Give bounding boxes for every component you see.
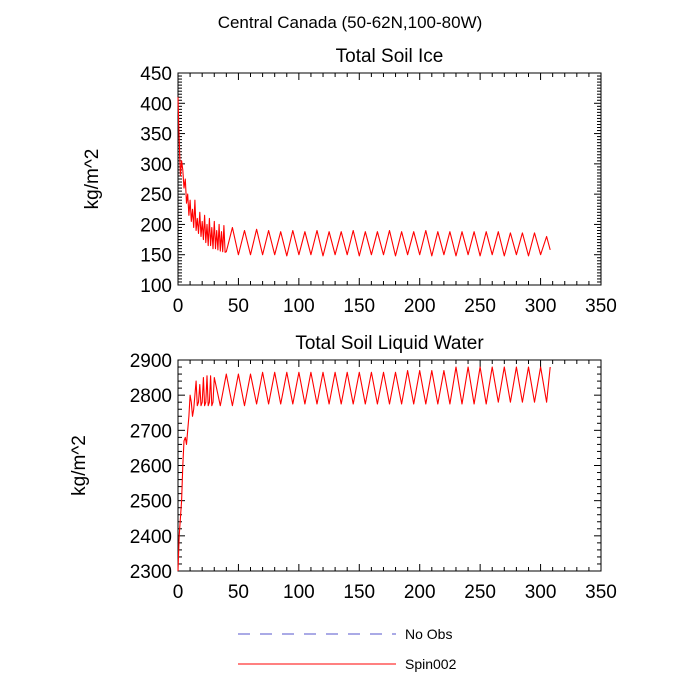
x-tick-label: 250 bbox=[464, 296, 496, 317]
y-tick-label: 450 bbox=[140, 64, 172, 85]
x-tick-label: 100 bbox=[283, 296, 315, 317]
y-tick-label: 250 bbox=[140, 185, 172, 206]
soil-liquid-panel: Total Soil Liquid Water kg/m^2 0 50 100 150 20… bbox=[69, 333, 617, 603]
soil-ice-panel: Total Soil Ice kg/m^2 0 50 100 150 200 250 300 35… bbox=[82, 46, 617, 317]
main-title: Central Canada (50-62N,100-80W) bbox=[218, 13, 483, 32]
legend-label: No Obs bbox=[405, 626, 452, 642]
y-tick-label: 2600 bbox=[130, 457, 172, 478]
legend-label: Spin002 bbox=[405, 656, 457, 672]
y-tick-label: 100 bbox=[140, 276, 172, 297]
y-tick-label: 300 bbox=[140, 155, 172, 176]
y-tick-label: 200 bbox=[140, 215, 172, 236]
legend: No Obs Spin002 bbox=[238, 626, 457, 672]
y-tick-label: 2500 bbox=[130, 492, 172, 513]
x-tick-label: 300 bbox=[525, 296, 557, 317]
y-tick-label: 2400 bbox=[130, 527, 172, 548]
x-tick-label: 250 bbox=[464, 582, 496, 603]
x-tick-label: 200 bbox=[404, 582, 436, 603]
panel-title: Total Soil Ice bbox=[336, 46, 444, 67]
y-tick-label: 350 bbox=[140, 125, 172, 146]
x-tick-label: 350 bbox=[585, 296, 617, 317]
x-tick-label: 100 bbox=[283, 582, 315, 603]
x-tick-label: 350 bbox=[585, 582, 617, 603]
series-line-spin002 bbox=[177, 97, 551, 257]
y-tick-label: 2700 bbox=[130, 421, 172, 442]
x-tick-label: 0 bbox=[173, 582, 184, 603]
x-tick-label: 50 bbox=[228, 296, 249, 317]
y-tick-label: 2300 bbox=[130, 562, 172, 583]
series-line-spin002 bbox=[177, 366, 551, 572]
x-tick-label: 200 bbox=[404, 296, 436, 317]
x-tick-label: 150 bbox=[343, 582, 375, 603]
y-tick-label: 400 bbox=[140, 94, 172, 115]
y-tick-label: 150 bbox=[140, 246, 172, 267]
y-axis-label: kg/m^2 bbox=[69, 435, 90, 496]
x-tick-label: 150 bbox=[343, 296, 375, 317]
x-tick-label: 300 bbox=[525, 582, 557, 603]
x-tick-label: 0 bbox=[173, 296, 184, 317]
y-tick-label: 2900 bbox=[130, 351, 172, 372]
y-axis-label: kg/m^2 bbox=[82, 149, 103, 210]
y-tick-label: 2800 bbox=[130, 386, 172, 407]
x-tick-label: 50 bbox=[228, 582, 249, 603]
plot-frame bbox=[177, 72, 602, 286]
panel-title: Total Soil Liquid Water bbox=[295, 333, 484, 354]
